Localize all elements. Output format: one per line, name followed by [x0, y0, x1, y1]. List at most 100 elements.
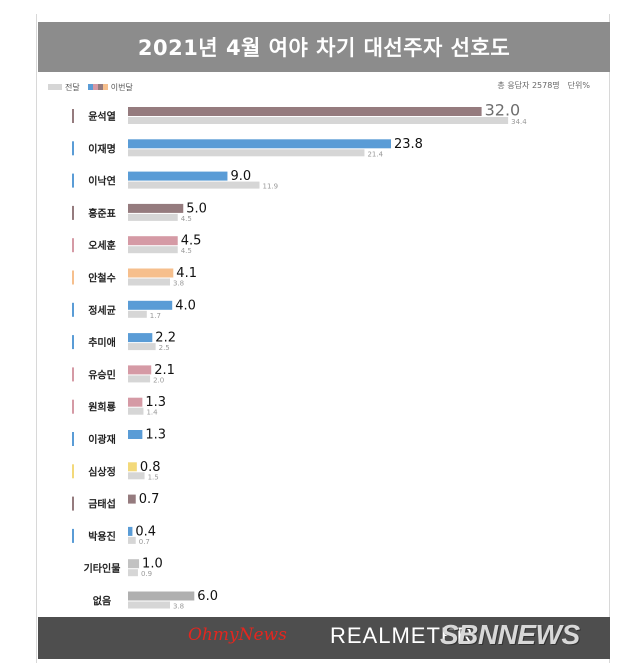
- value-label-current: 1.3: [145, 428, 166, 443]
- bar-current: [128, 430, 143, 439]
- bar-previous: [128, 472, 145, 480]
- bar-previous: [128, 278, 170, 286]
- bar-previous: [128, 213, 178, 221]
- bar-previous: [128, 343, 156, 351]
- title-bar: 2021년 4월 여야 차기 대선주자 선호도: [38, 22, 610, 72]
- value-label-current: 32.0: [485, 101, 521, 120]
- bar-previous: [128, 569, 138, 577]
- value-label-previous: 1.7: [150, 312, 161, 320]
- row-marker: [72, 270, 74, 285]
- value-label-current: 9.0: [230, 169, 251, 184]
- value-label-previous: 2.5: [159, 344, 170, 352]
- bar-current: [128, 333, 153, 343]
- bar-previous: [128, 246, 178, 254]
- footer-bar: OhmyNews REALMETER SBNNEWS: [38, 617, 610, 659]
- bar-current: [128, 462, 137, 472]
- row-marker: [72, 205, 74, 220]
- row-marker: [72, 238, 74, 253]
- bar-current: [128, 300, 173, 310]
- value-label-previous: 0.7: [139, 538, 150, 546]
- value-label-current: 23.8: [394, 137, 423, 152]
- legend-prev-swatch: [48, 84, 62, 90]
- legend-curr-label: 이번달: [110, 82, 133, 92]
- value-label-current: 5.0: [186, 201, 207, 216]
- chart-meta: 총 응답자 2578명 단위%: [497, 80, 590, 91]
- chart-title: 2021년 4월 여야 차기 대선주자 선호도: [137, 36, 511, 60]
- bar-current: [128, 591, 195, 601]
- bar-previous: [128, 117, 509, 124]
- value-label-previous: 11.9: [262, 183, 278, 191]
- value-label-current: 0.4: [135, 524, 156, 539]
- row-marker: [72, 367, 74, 382]
- bar-current: [128, 139, 391, 149]
- row-marker: [72, 464, 74, 479]
- category-label: 이광재: [88, 433, 116, 446]
- bar-current: [128, 203, 184, 213]
- bar-previous: [128, 310, 147, 318]
- value-label-current: 1.0: [142, 557, 163, 572]
- category-label: 오세훈: [88, 239, 116, 252]
- value-label-previous: 4.5: [181, 215, 192, 223]
- row-marker: [72, 528, 74, 543]
- value-label-current: 4.0: [175, 298, 196, 313]
- value-label-previous: 4.5: [181, 247, 192, 255]
- category-label: 박용진: [88, 530, 116, 543]
- bar-current: [128, 107, 482, 116]
- row-marker: [72, 141, 74, 156]
- category-label: 없음: [93, 595, 111, 608]
- row-marker: [72, 173, 74, 188]
- category-label: 안철수: [88, 272, 116, 285]
- bar-previous: [128, 407, 144, 415]
- value-label-previous: 21.4: [367, 150, 383, 158]
- category-label: 이낙연: [88, 175, 116, 188]
- bar-current: [128, 268, 174, 278]
- value-label-current: 4.1: [176, 266, 197, 281]
- category-label: 원희룡: [88, 401, 116, 414]
- bar-current: [128, 526, 133, 536]
- row-marker: [72, 399, 74, 414]
- value-label-current: 0.7: [139, 492, 160, 507]
- row-marker: [72, 302, 74, 317]
- value-label-current: 2.1: [154, 363, 175, 378]
- sample-size-text: 총 응답자 2578명: [497, 81, 560, 90]
- value-label-previous: 2.0: [153, 376, 164, 384]
- bar-previous: [128, 181, 260, 189]
- bar-current: [128, 397, 143, 407]
- legend: 전달 이번달: [48, 80, 141, 94]
- category-label: 홍준표: [88, 207, 116, 220]
- row-marker: [72, 109, 74, 123]
- value-label-current: 6.0: [197, 589, 218, 604]
- category-label: 기타인물: [84, 562, 121, 575]
- category-label: 심상정: [88, 465, 116, 478]
- category-label: 이재명: [88, 142, 116, 155]
- row-marker: [72, 335, 74, 350]
- bar-previous: [128, 601, 170, 609]
- category-label: 추미애: [88, 336, 116, 349]
- value-label-current: 1.3: [145, 395, 166, 410]
- bar-current: [128, 494, 136, 504]
- bar-previous: [128, 536, 136, 544]
- value-label-current: 0.8: [140, 460, 161, 475]
- value-label-current: 4.5: [181, 234, 202, 249]
- legend-curr: 이번달: [87, 82, 133, 93]
- row-marker: [72, 432, 74, 446]
- value-label-current: 2.2: [155, 331, 176, 346]
- bar-current: [128, 559, 140, 569]
- chart-frame: [36, 14, 610, 663]
- bar-current: [128, 171, 228, 181]
- category-label: 정세균: [88, 304, 116, 317]
- legend-prev-label: 전달: [65, 82, 80, 92]
- value-label-previous: 3.8: [173, 280, 184, 288]
- sbnnews-watermark: SBNNEWS: [440, 619, 580, 650]
- category-label: 유승민: [88, 368, 116, 381]
- ohmynews-logo: OhmyNews: [188, 625, 287, 645]
- row-marker: [72, 496, 74, 511]
- value-label-previous: 1.5: [148, 473, 159, 481]
- category-label: 윤석열: [88, 110, 116, 123]
- value-label-previous: 0.9: [141, 570, 152, 578]
- unit-text: 단위%: [567, 81, 590, 90]
- value-label-previous: 3.8: [173, 603, 184, 611]
- bar-previous: [128, 149, 365, 157]
- category-label: 금태섭: [88, 498, 116, 511]
